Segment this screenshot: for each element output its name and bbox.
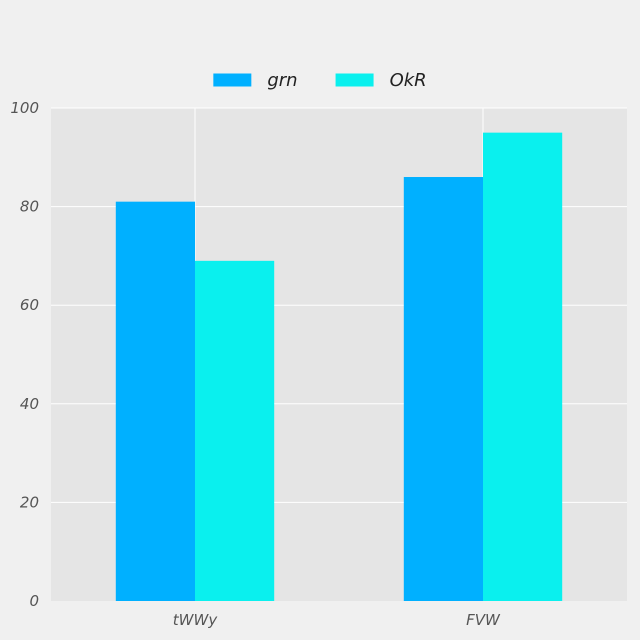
x-tick-label: tWWy: [173, 611, 219, 629]
y-tick-label: 40: [20, 395, 39, 413]
legend-swatch-grn: [213, 73, 252, 87]
x-tick-label: FVW: [466, 611, 501, 629]
legend-label-grn: grn: [267, 70, 297, 91]
legend-swatch-OkR: [335, 73, 374, 87]
bar-grn-tWWy: [115, 201, 195, 602]
y-tick-label: 100: [10, 99, 39, 117]
axis-labels: 0 20 40 60 80 100 tWWy FVW: [10, 99, 501, 629]
y-tick-label: 60: [20, 296, 39, 314]
y-tick-label: 20: [20, 493, 39, 511]
bar-OkR-tWWy: [195, 260, 275, 601]
legend-label-OkR: OkR: [390, 70, 427, 91]
bars: [115, 132, 563, 602]
y-tick-label: 80: [20, 198, 39, 216]
legend: grn OkR: [213, 70, 427, 91]
bar-OkR-FVW: [483, 132, 563, 601]
bar-grn-FVW: [403, 177, 483, 601]
y-tick-label: 0: [29, 592, 39, 610]
